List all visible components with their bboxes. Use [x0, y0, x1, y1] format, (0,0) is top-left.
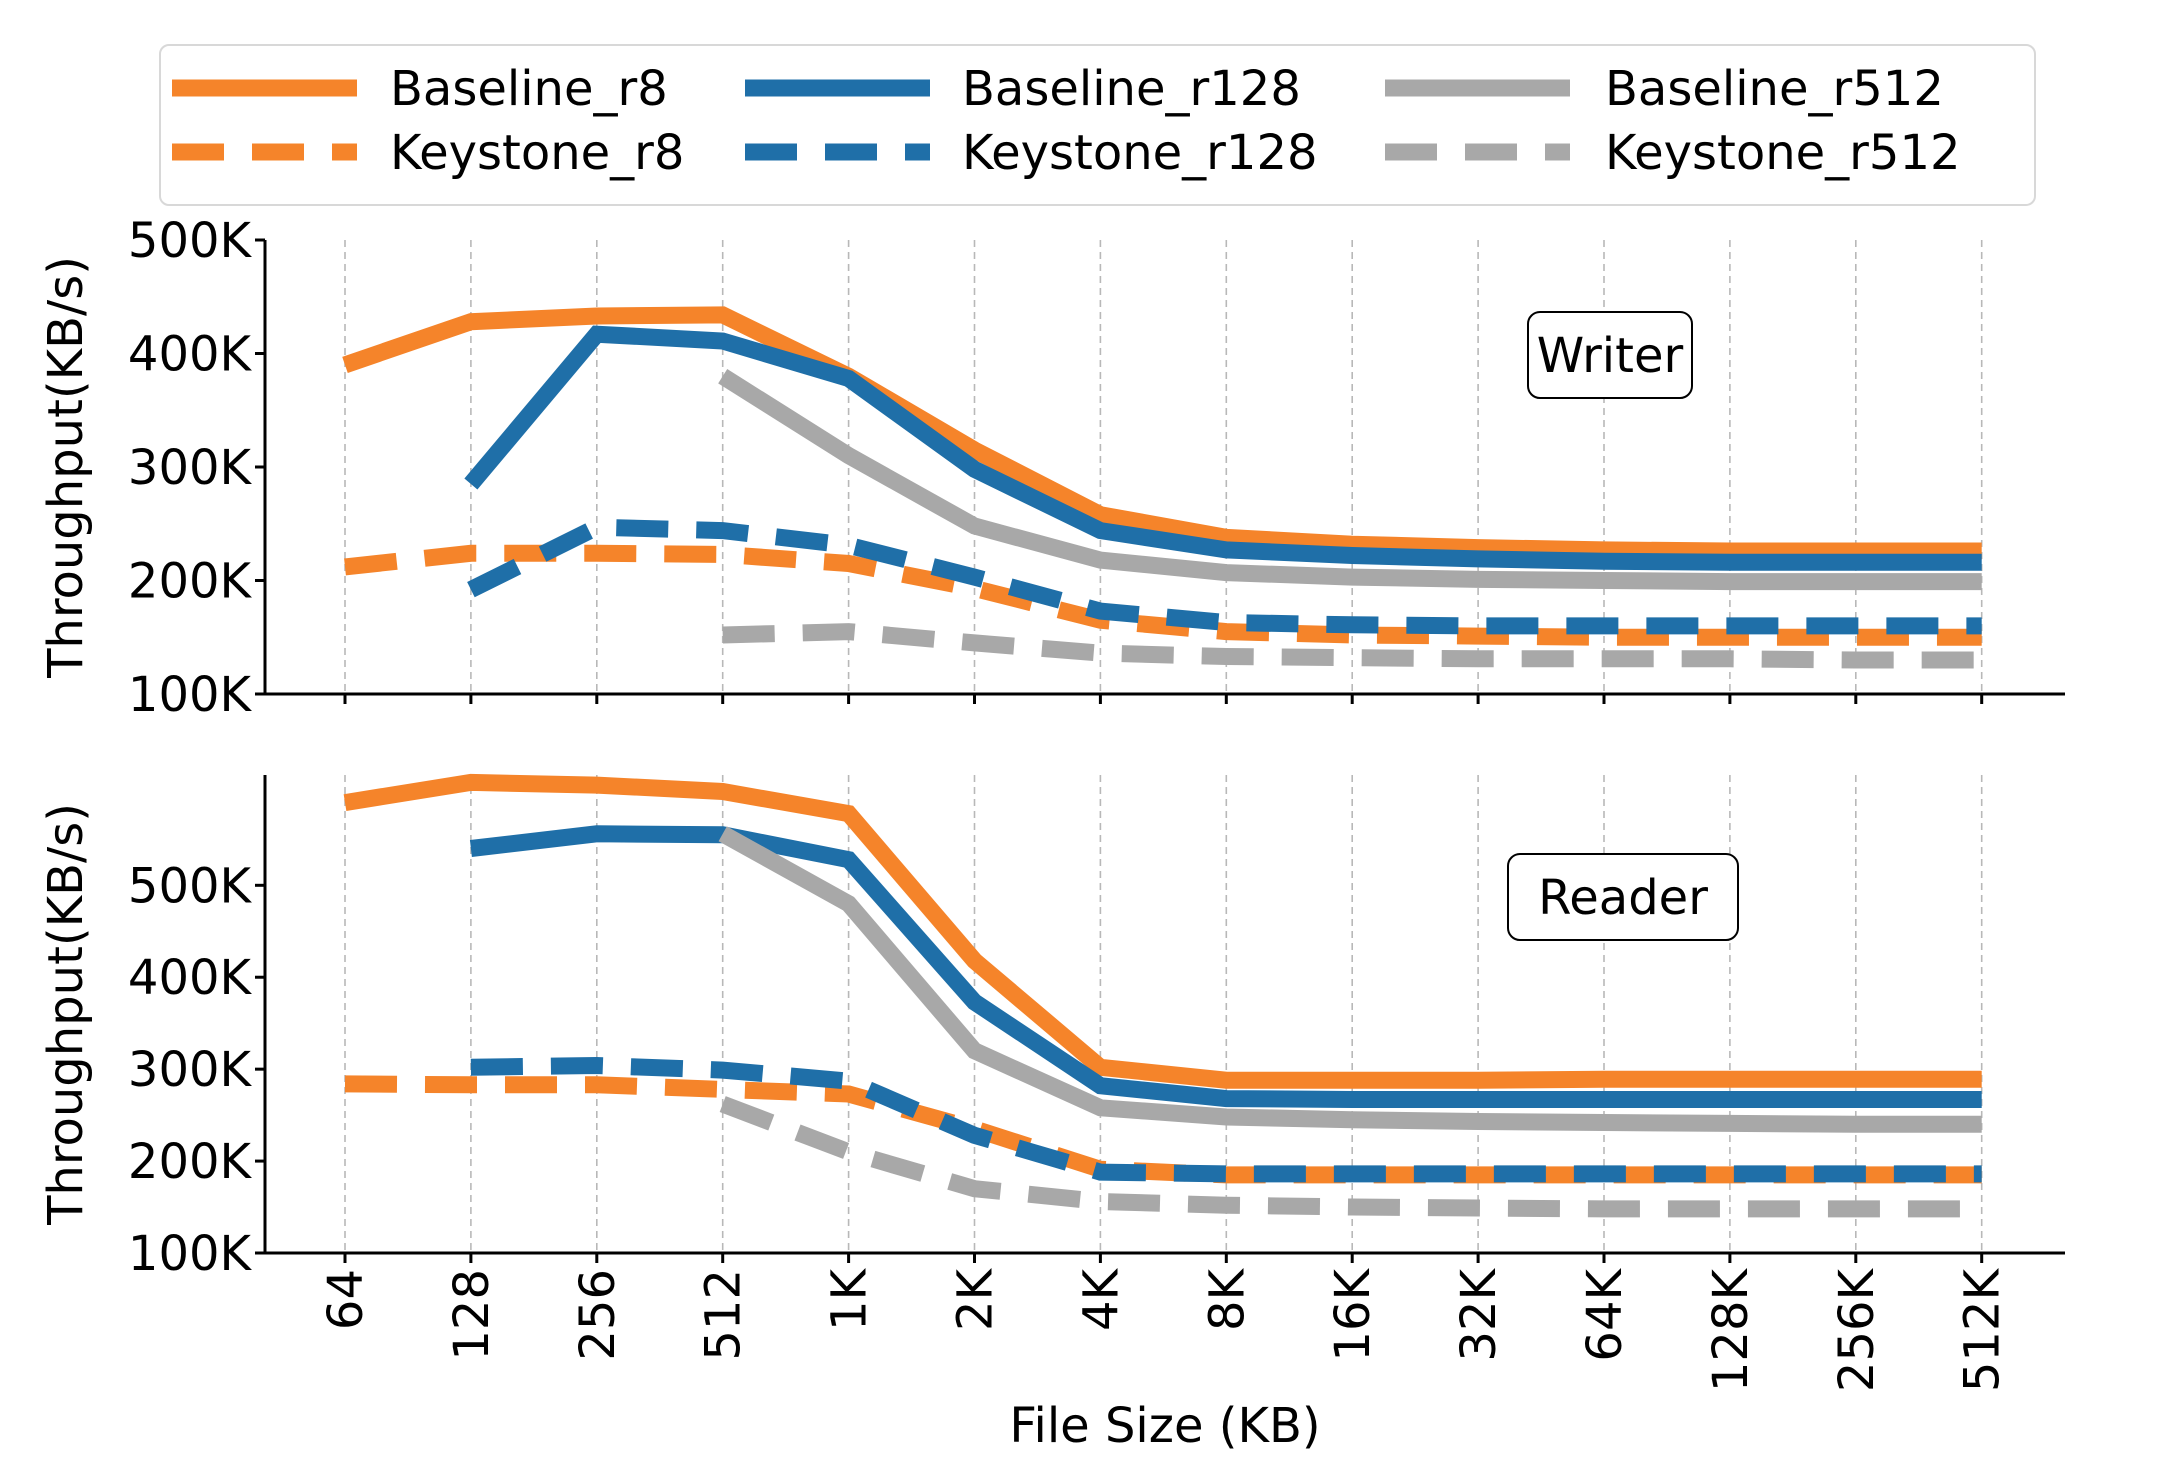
y-tick-label: 400K [128, 950, 253, 1006]
x-tick-label: 64K [1577, 1267, 1633, 1361]
x-tick-label: 2K [948, 1267, 1004, 1331]
x-tick-label: 1K [822, 1267, 878, 1331]
y-axis-label: Throughput(KB/s) [38, 256, 94, 679]
panel-label: Reader [1538, 870, 1708, 926]
y-tick-label: 500K [128, 858, 253, 914]
y-tick-label: 300K [128, 440, 253, 496]
y-tick-label: 300K [128, 1042, 253, 1098]
series-line-baseline-r8 [343, 773, 1982, 1089]
x-tick-label: 4K [1073, 1267, 1129, 1331]
series-line-keystone-r512 [722, 623, 1982, 669]
series-line-baseline-r128 [464, 325, 1982, 571]
series-line-keystone-r128 [470, 1056, 1982, 1183]
series-line-baseline-r512 [718, 826, 1982, 1133]
series-line-baseline-r512 [718, 369, 1982, 591]
writer-panel: 100K 200K 300K 400K 500K Throughput(KB/s) Writ… [38, 213, 2065, 723]
x-tick-label: 16K [1325, 1267, 1381, 1361]
x-tick-label: 256K [1829, 1267, 1885, 1392]
x-tick-label: 8K [1199, 1267, 1255, 1331]
legend-label-keystone-r128: Keystone_r128 [962, 125, 1318, 181]
x-tick-label: 32K [1451, 1267, 1507, 1361]
legend-label-baseline-r8: Baseline_r8 [390, 61, 668, 117]
x-tick-label: 512 [696, 1269, 752, 1361]
y-tick-label: 500K [128, 213, 253, 269]
series-line-baseline-r8 [342, 306, 1982, 560]
legend-label-baseline-r512: Baseline_r512 [1605, 61, 1944, 117]
series-line-keystone-r8 [344, 544, 1982, 646]
reader-panel: 100K 200K 300K 400K 500K 64 128 256 512 1K 2K 4K 8K 1… [38, 773, 2065, 1392]
panel-label-box [1507, 853, 1739, 941]
legend: Baseline_r8 Baseline_r128 Baseline_r512 Key… [159, 44, 2036, 206]
x-tick-label: 128 [444, 1269, 500, 1361]
legend-label-baseline-r128: Baseline_r128 [962, 61, 1301, 117]
y-tick-label: 100K [128, 667, 253, 723]
panel-label-box [1527, 311, 1693, 399]
legend-label-keystone-r8: Keystone_r8 [390, 125, 684, 181]
y-axis-label: Throughput(KB/s) [38, 803, 94, 1226]
x-axis-label: File Size (KB) [1009, 1398, 1320, 1454]
x-tick-label: 128K [1703, 1267, 1759, 1392]
y-tick-label: 100K [128, 1226, 253, 1282]
y-tick-label: 200K [128, 554, 253, 610]
series-line-keystone-r8 [344, 1075, 1982, 1184]
y-tick-label: 200K [128, 1134, 253, 1190]
x-tick-label: 512K [1955, 1267, 2011, 1392]
series-line-keystone-r128 [467, 518, 1982, 635]
series-line-keystone-r512 [719, 1096, 1982, 1218]
panel-label: Writer [1537, 328, 1684, 384]
legend-label-keystone-r512: Keystone_r512 [1605, 125, 1961, 181]
y-tick-label: 400K [128, 327, 253, 383]
x-tick-label: 64 [318, 1269, 374, 1330]
x-tick-label: 256 [570, 1269, 626, 1361]
